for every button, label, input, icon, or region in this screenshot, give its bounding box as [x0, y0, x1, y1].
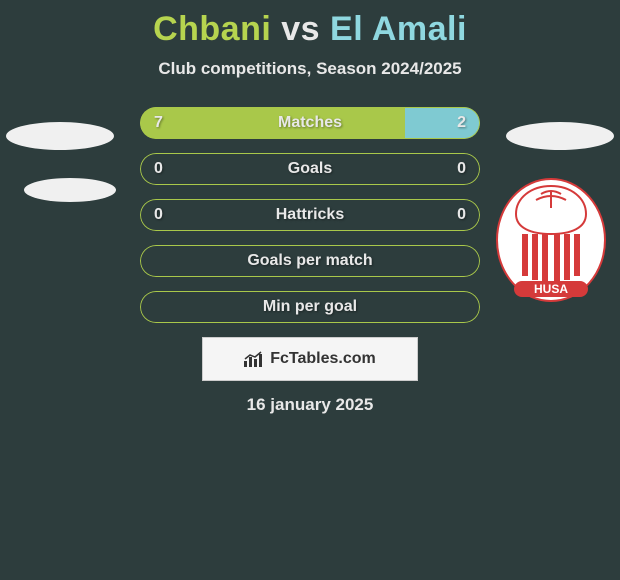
stat-row: Goals per match	[140, 245, 480, 277]
stat-row: Hattricks0 0	[140, 199, 480, 231]
stat-value-left: 0	[154, 199, 163, 231]
stat-value-left: 7	[154, 107, 163, 139]
page-title: Chbani vs El Amali	[0, 10, 620, 49]
chart-icon	[244, 351, 264, 367]
stat-label: Hattricks	[140, 199, 480, 231]
stat-value-right: 0	[457, 199, 466, 231]
stat-label: Goals per match	[140, 245, 480, 277]
stat-label: Matches	[140, 107, 480, 139]
watermark-text: FcTables.com	[270, 350, 376, 368]
stat-row: Goals0 0	[140, 153, 480, 185]
stat-value-right: 2	[457, 107, 466, 139]
stat-value-left: 0	[154, 153, 163, 185]
subtitle: Club competitions, Season 2024/2025	[0, 59, 620, 79]
stat-value-right: 0	[457, 153, 466, 185]
stat-row: Min per goal	[140, 291, 480, 323]
stat-row: Matches7 2	[140, 107, 480, 139]
player2-name: El Amali	[330, 10, 467, 48]
date-label: 16 january 2025	[0, 395, 620, 415]
stat-label: Goals	[140, 153, 480, 185]
stat-rows: Matches72Goals00Hattricks00Goals per mat…	[140, 107, 480, 323]
vs-label: vs	[281, 10, 320, 48]
player1-name: Chbani	[153, 10, 271, 48]
comparison-card: Chbani vs El Amali Club competitions, Se…	[0, 0, 620, 415]
stat-label: Min per goal	[140, 291, 480, 323]
watermark: FcTables.com	[202, 337, 418, 381]
